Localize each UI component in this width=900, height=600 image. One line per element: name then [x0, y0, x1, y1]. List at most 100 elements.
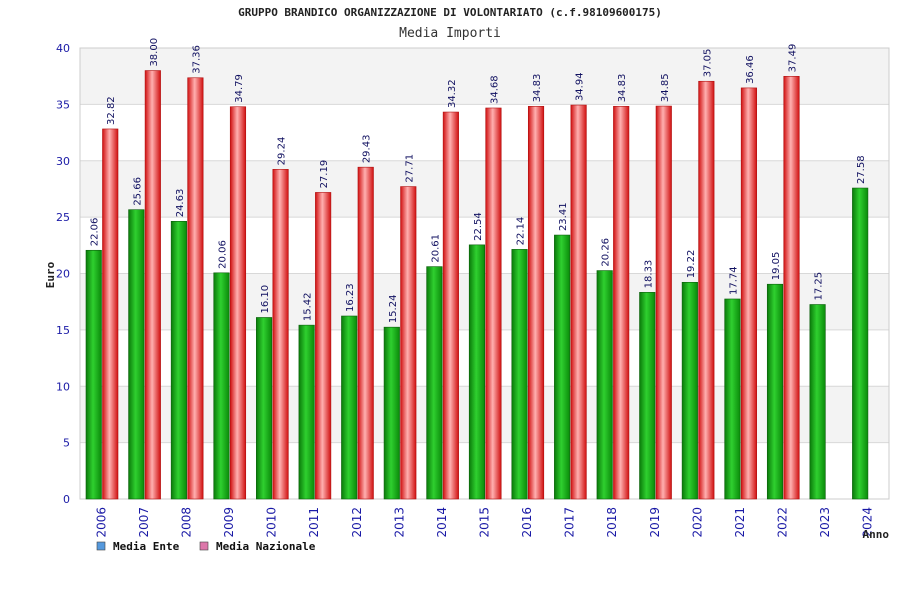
value-label: 20.26	[601, 238, 612, 267]
y-tick-label: 15	[56, 324, 70, 337]
x-axis-title: Anno	[863, 528, 890, 541]
y-axis-title: Euro	[44, 261, 57, 288]
x-axis: 2006 2007 2008 2009 2010 2011 2012 2013 2014 2015…	[94, 507, 874, 538]
bar-ente	[426, 266, 443, 500]
x-tick-label: 2019	[648, 507, 662, 538]
x-tick-label: 2024	[861, 507, 875, 538]
bar-ente	[341, 315, 358, 500]
value-label: 17.74	[728, 266, 739, 295]
x-tick-label: 2020	[690, 507, 704, 538]
value-label: 17.25	[814, 272, 825, 301]
value-label: 37.05	[702, 49, 713, 78]
value-label: 29.24	[277, 137, 288, 166]
x-tick-label: 2023	[818, 507, 832, 538]
bar-ente	[511, 249, 528, 500]
value-label: 27.58	[856, 155, 867, 184]
value-label: 22.06	[90, 218, 101, 247]
value-label: 38.00	[149, 38, 160, 67]
x-tick-label: 2014	[435, 507, 449, 538]
value-label: 15.24	[388, 295, 399, 324]
bar-ente	[809, 304, 826, 500]
y-tick-label: 10	[56, 380, 70, 393]
x-tick-label: 2017	[563, 507, 577, 538]
value-label: 36.46	[745, 55, 756, 84]
bar-nazionale	[187, 77, 204, 500]
value-label: 34.79	[234, 74, 245, 103]
bar-ente	[852, 187, 869, 500]
y-tick-label: 20	[56, 268, 70, 281]
x-tick-label: 2013	[392, 507, 406, 538]
value-label: 24.63	[175, 189, 186, 218]
bar-nazionale	[655, 105, 672, 500]
x-tick-label: 2022	[776, 507, 790, 538]
bar-ente	[554, 234, 571, 500]
x-tick-label: 2012	[350, 507, 364, 538]
bar-nazionale	[102, 128, 119, 500]
value-label: 34.94	[575, 72, 586, 101]
bar-nazionale	[229, 106, 247, 500]
value-label: 22.54	[473, 212, 484, 241]
y-tick-label: 35	[56, 98, 70, 111]
bar-ente	[170, 220, 187, 500]
bar-nazionale	[783, 76, 800, 500]
x-tick-label: 2015	[478, 507, 492, 538]
bars	[85, 70, 869, 500]
value-label: 37.49	[788, 44, 799, 73]
value-label: 16.10	[260, 285, 271, 314]
legend: Media Ente Media Nazionale	[96, 540, 316, 553]
bar-ente	[256, 317, 273, 500]
value-label: 19.22	[686, 250, 697, 279]
x-tick-label: 2021	[733, 507, 747, 538]
chart-subtitle: Media Importi	[399, 26, 501, 41]
bar-ente	[766, 283, 784, 500]
bar-nazionale	[740, 87, 757, 500]
x-tick-label: 2007	[137, 507, 151, 538]
legend-swatch-nazionale	[199, 541, 209, 551]
value-label: 27.19	[319, 160, 330, 189]
bar-nazionale	[357, 166, 374, 500]
value-label: 20.06	[217, 240, 228, 269]
x-tick-label: 2009	[222, 507, 236, 538]
bar-nazionale	[442, 111, 459, 500]
value-label: 34.85	[660, 73, 671, 102]
bar-nazionale	[272, 169, 289, 500]
bar-nazionale	[698, 80, 715, 500]
x-tick-label: 2010	[265, 507, 279, 538]
x-tick-label: 2008	[179, 507, 193, 538]
legend-label-ente: Media Ente	[113, 540, 180, 553]
value-label: 19.05	[771, 252, 782, 281]
bar-ente	[213, 272, 230, 500]
x-tick-label: 2016	[520, 507, 534, 538]
y-tick-label: 25	[56, 211, 70, 224]
y-axis: 0 5 10 15 20 25 30 35 40	[56, 42, 70, 506]
bar-nazionale	[527, 105, 545, 500]
value-label: 34.83	[617, 74, 628, 103]
value-label: 34.32	[447, 79, 458, 108]
bar-ente	[724, 298, 741, 500]
value-labels: 22.06 32.82 25.66 38.00 24.63 37.36 20.06 34.79…	[90, 38, 867, 323]
y-tick-label: 30	[56, 155, 70, 168]
bar-nazionale	[613, 105, 630, 500]
x-tick-label: 2006	[94, 507, 108, 538]
bar-ente	[639, 292, 656, 500]
y-tick-label: 0	[63, 493, 70, 506]
value-label: 22.14	[516, 217, 527, 246]
chart-title: GRUPPO BRANDICO ORGANIZZAZIONE DI VOLONT…	[238, 6, 662, 19]
value-label: 18.33	[643, 260, 654, 289]
bar-nazionale	[400, 186, 417, 500]
bar-ente	[383, 326, 400, 500]
value-label: 34.83	[532, 74, 543, 103]
value-label: 29.43	[362, 135, 373, 164]
value-label: 25.66	[132, 177, 143, 206]
bar-ente	[128, 209, 145, 500]
value-label: 16.23	[345, 283, 356, 312]
y-tick-label: 5	[63, 437, 70, 450]
x-tick-label: 2018	[605, 507, 619, 538]
bar-ente	[298, 324, 315, 500]
y-tick-label: 40	[56, 42, 70, 55]
bar-ente	[681, 281, 698, 500]
bar-nazionale	[144, 70, 161, 500]
bar-ente	[468, 244, 486, 500]
